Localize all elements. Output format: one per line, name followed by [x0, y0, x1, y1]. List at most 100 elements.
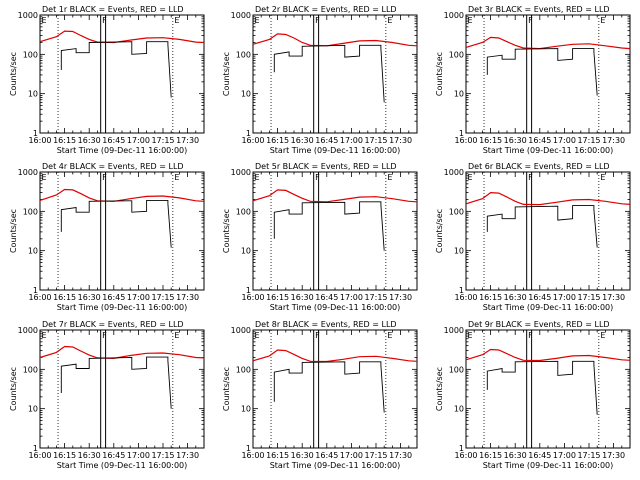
y-tick-label: 100	[449, 50, 464, 59]
y-axis-label: Counts/sec	[435, 367, 444, 411]
marker-letter: E	[387, 331, 392, 340]
marker-letter: E	[174, 16, 179, 25]
marker-letter: E	[255, 173, 260, 182]
events-rate-line	[273, 44, 385, 103]
x-tick-label: 17:00	[553, 451, 576, 460]
x-tick-label: 16:30	[291, 293, 314, 302]
x-tick-label: 17:00	[127, 451, 150, 460]
x-tick-label: 16:45	[528, 451, 551, 460]
y-tick-label: 100	[236, 365, 251, 374]
y-tick-label: 1000	[231, 326, 251, 335]
marker-letter: E	[468, 16, 473, 25]
y-axis-label: Counts/sec	[222, 367, 231, 411]
x-tick-label: 17:30	[176, 136, 199, 145]
panel-title: Det 5r BLACK = Events, RED = LLD	[255, 162, 397, 171]
x-axis-label: Start Time (09-Dec-11 16:00:00)	[270, 461, 401, 470]
x-tick-label: 17:30	[389, 136, 412, 145]
marker-letter: F	[315, 16, 320, 25]
x-tick-label: 16:30	[504, 136, 527, 145]
x-tick-label: 17:30	[602, 293, 625, 302]
x-tick-label: 16:30	[504, 293, 527, 302]
x-tick-label: 17:00	[127, 136, 150, 145]
x-tick-label: 17:00	[553, 293, 576, 302]
marker-letter: F	[102, 331, 107, 340]
x-tick-label: 16:30	[78, 293, 101, 302]
panel: Det 6r BLACK = Events, RED = LLD 1 10 100 10…	[435, 162, 631, 312]
x-tick-label: 16:15	[53, 451, 76, 460]
x-axis-label: Start Time (09-Dec-11 16:00:00)	[57, 146, 188, 155]
panel: Det 2r BLACK = Events, RED = LLD 1 10 100 10…	[222, 5, 418, 155]
marker-letter: F	[102, 16, 107, 25]
y-tick-label: 1000	[444, 11, 464, 20]
x-tick-label: 16:00	[454, 451, 477, 460]
lld-rate-line	[465, 191, 631, 206]
marker-letter: E	[387, 173, 392, 182]
events-rate-line	[60, 199, 172, 248]
panel: Det 5r BLACK = Events, RED = LLD 1 10 100 10…	[222, 162, 418, 312]
y-tick-label: 1000	[444, 168, 464, 177]
x-tick-label: 16:45	[102, 451, 125, 460]
y-tick-label: 100	[449, 207, 464, 216]
marker-letter: E	[42, 173, 47, 182]
y-tick-label: 100	[23, 50, 38, 59]
plot-frame	[252, 14, 418, 134]
panel-title: Det 7r BLACK = Events, RED = LLD	[42, 320, 184, 329]
y-axis-label: Counts/sec	[222, 52, 231, 96]
x-tick-label: 16:00	[28, 451, 51, 460]
y-tick-label: 1000	[231, 11, 251, 20]
x-tick-label: 16:15	[266, 136, 289, 145]
x-tick-label: 17:15	[577, 451, 600, 460]
marker-letter: F	[315, 331, 320, 340]
x-tick-label: 17:15	[151, 293, 174, 302]
marker-letter: F	[315, 173, 320, 182]
x-tick-label: 17:00	[553, 136, 576, 145]
y-tick-label: 100	[449, 365, 464, 374]
events-rate-line	[273, 361, 385, 413]
y-tick-label: 1	[246, 444, 251, 453]
marker-letter: F	[528, 331, 533, 340]
marker-letter: E	[600, 331, 605, 340]
x-tick-label: 17:30	[389, 451, 412, 460]
panel: Det 7r BLACK = Events, RED = LLD 1 10 100 10…	[9, 320, 205, 470]
x-tick-label: 16:45	[102, 136, 125, 145]
x-tick-label: 16:15	[266, 293, 289, 302]
x-axis-label: Start Time (09-Dec-11 16:00:00)	[57, 461, 188, 470]
x-tick-label: 17:00	[340, 136, 363, 145]
x-tick-label: 16:45	[315, 451, 338, 460]
panel-title: Det 3r BLACK = Events, RED = LLD	[468, 5, 610, 14]
plot-frame	[39, 329, 205, 449]
x-tick-label: 16:45	[315, 293, 338, 302]
x-tick-label: 16:30	[291, 136, 314, 145]
y-tick-label: 10	[241, 90, 251, 99]
y-axis-label: Counts/sec	[222, 209, 231, 253]
x-tick-label: 16:30	[291, 451, 314, 460]
x-tick-label: 17:15	[364, 451, 387, 460]
panel-title: Det 4r BLACK = Events, RED = LLD	[42, 162, 184, 171]
y-tick-label: 10	[241, 247, 251, 256]
y-tick-label: 100	[23, 365, 38, 374]
x-tick-label: 16:15	[53, 136, 76, 145]
events-rate-line	[486, 360, 598, 415]
y-tick-label: 10	[454, 405, 464, 414]
y-tick-label: 1000	[444, 326, 464, 335]
y-tick-label: 100	[236, 207, 251, 216]
marker-letter: F	[528, 16, 533, 25]
plot-frame	[465, 171, 631, 291]
y-tick-label: 1	[33, 129, 38, 138]
x-tick-label: 17:30	[176, 451, 199, 460]
events-rate-line	[486, 48, 598, 96]
x-axis-label: Start Time (09-Dec-11 16:00:00)	[483, 461, 614, 470]
x-tick-label: 16:45	[528, 293, 551, 302]
x-tick-label: 17:15	[151, 451, 174, 460]
panel-title: Det 9r BLACK = Events, RED = LLD	[468, 320, 610, 329]
marker-letter: E	[600, 16, 605, 25]
y-tick-label: 1	[459, 444, 464, 453]
panel: Det 3r BLACK = Events, RED = LLD 1 10 100 10…	[435, 5, 631, 155]
x-tick-label: 17:15	[577, 136, 600, 145]
y-tick-label: 1000	[18, 11, 38, 20]
y-axis-label: Counts/sec	[9, 209, 18, 253]
y-tick-label: 1	[33, 444, 38, 453]
x-tick-label: 16:00	[28, 136, 51, 145]
x-tick-label: 17:15	[364, 136, 387, 145]
